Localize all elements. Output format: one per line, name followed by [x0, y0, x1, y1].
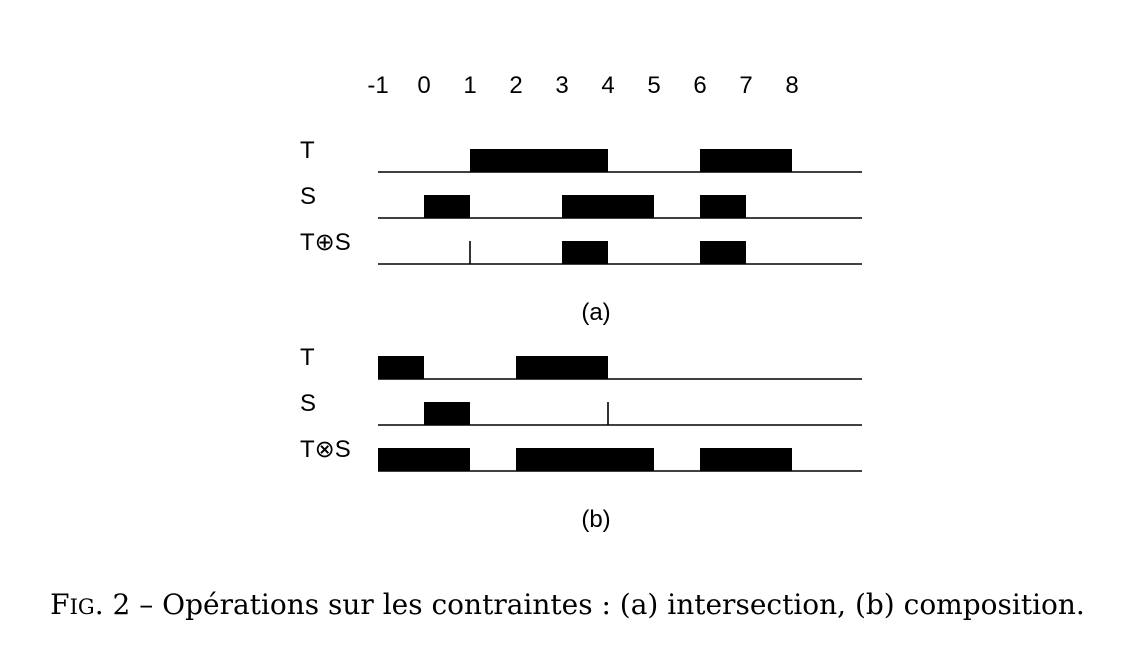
- tick-label: 0: [417, 72, 430, 99]
- row-label: S: [300, 183, 316, 210]
- caption-prefix-first: F: [50, 588, 70, 621]
- tick-label: 3: [555, 72, 568, 99]
- interval-bar: [562, 195, 654, 218]
- subfigure-label: (a): [581, 299, 610, 326]
- caption-number: . 2: [94, 588, 131, 621]
- panel: TS T⊕S (a): [300, 137, 862, 326]
- caption-prefix-rest: IG: [69, 595, 95, 619]
- row-label: T: [300, 137, 315, 164]
- timeline-row: T: [300, 344, 862, 380]
- tick-label: 7: [739, 72, 752, 99]
- row-label: S: [300, 390, 316, 417]
- row-label: T⊗S: [300, 436, 351, 463]
- timeline-row: T: [300, 137, 862, 173]
- interval-bar: [562, 241, 608, 264]
- interval-bar: [700, 241, 746, 264]
- tick-label: 5: [647, 72, 660, 99]
- interval-bar: [424, 402, 470, 425]
- timeline-row: S: [300, 183, 862, 219]
- subfigure-label: (b): [581, 506, 610, 533]
- interval-bar: [700, 195, 746, 218]
- panels: TST⊕S(a)TST⊗S(b): [300, 137, 862, 533]
- interval-bar: [700, 448, 792, 471]
- tick-label: 1: [463, 72, 476, 99]
- timeline-row: S: [300, 390, 862, 426]
- interval-bar: [470, 149, 608, 172]
- interval-bar: [378, 356, 424, 379]
- caption-text: – Opérations sur les contraintes : (a) i…: [130, 588, 1085, 621]
- tick-label: -1: [367, 72, 388, 99]
- time-axis-ticks: -1 0 1 2 3 4 5 6 7 8: [367, 72, 798, 99]
- interval-bar: [378, 448, 470, 471]
- timeline-row: T⊕S: [300, 229, 862, 265]
- row-label: T⊕S: [300, 229, 351, 256]
- tick-label: 4: [601, 72, 614, 99]
- interval-bar: [516, 356, 608, 379]
- panel: TS T⊗S (b): [300, 344, 862, 533]
- timeline-row: T⊗S: [300, 436, 862, 472]
- figure-caption: FIG. 2 – Opérations sur les contraintes …: [0, 588, 1135, 621]
- tick-label: 6: [693, 72, 706, 99]
- interval-bar: [424, 195, 470, 218]
- tick-label: 2: [509, 72, 522, 99]
- interval-bar: [516, 448, 654, 471]
- tick-label: 8: [785, 72, 798, 99]
- row-label: T: [300, 344, 315, 371]
- interval-bar: [700, 149, 792, 172]
